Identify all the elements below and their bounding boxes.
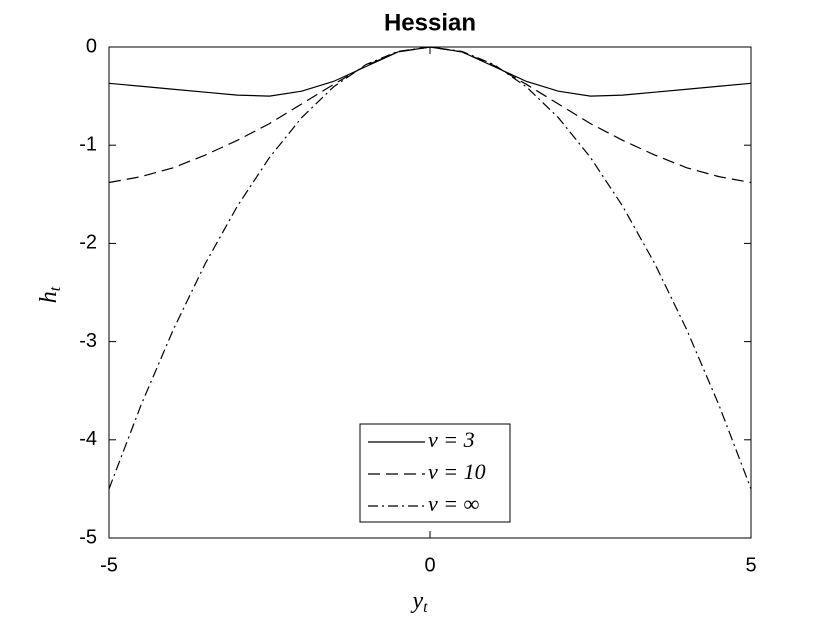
y-tick-label: -2 xyxy=(79,232,97,254)
y-tick-label: -3 xyxy=(79,330,97,352)
y-axis-label: ht xyxy=(36,286,64,303)
x-axis-label: yt xyxy=(410,588,428,616)
data-line xyxy=(108,46,752,184)
y-tick-label: -4 xyxy=(79,428,97,450)
legend-label: ν = ∞ xyxy=(428,491,480,516)
y-label-base: h xyxy=(36,291,62,303)
x-tick-label: -5 xyxy=(100,554,118,576)
legend-label: ν = 3 xyxy=(428,427,475,452)
x-label-sub: t xyxy=(423,599,428,616)
y-tick-label: -5 xyxy=(79,526,97,548)
legend-box xyxy=(359,423,511,523)
chart-title: Hessian xyxy=(384,9,476,36)
y-label-sub: t xyxy=(47,286,64,291)
x-label-base: y xyxy=(410,588,423,614)
legend-label: ν = 10 xyxy=(428,459,486,484)
y-tick-label: -1 xyxy=(79,133,97,155)
x-tick-label: 5 xyxy=(745,554,756,576)
data-line xyxy=(108,46,752,490)
x-tick-label: 0 xyxy=(424,554,435,576)
y-tick-label: 0 xyxy=(86,35,97,57)
